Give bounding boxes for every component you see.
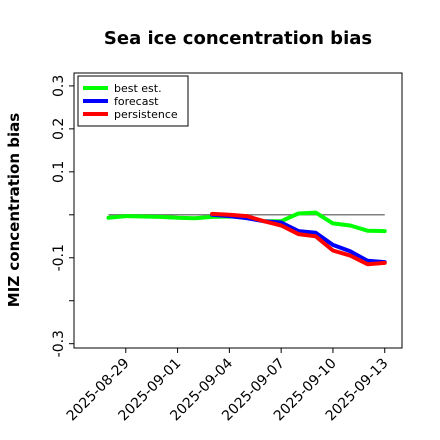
y-tick-label: -0.3 [51,330,67,357]
y-tick-label: 0.1 [51,161,67,183]
series-lines [106,210,387,267]
y-tick-label: 0.3 [51,75,67,97]
legend-label: persistence [114,108,178,121]
series-line-persistence [210,211,387,267]
y-tick-label: -0.1 [51,244,67,271]
y-ticks: -0.3 -0.1 0.1 0.2 0.3 [51,75,74,357]
legend-label: best est. [114,82,162,95]
y-tick-label: 0.2 [51,118,67,140]
series-line-forecast [210,212,387,265]
legend-box [77,75,189,127]
y-axis-label: MIZ concentration bias [5,113,23,307]
chart-title: Sea ice concentration bias [104,28,372,49]
plot-area [73,72,403,349]
legend-label: forecast [114,95,159,108]
x-ticks: 2025-08-292025-09-012025-09-042025-09-07… [64,348,392,424]
